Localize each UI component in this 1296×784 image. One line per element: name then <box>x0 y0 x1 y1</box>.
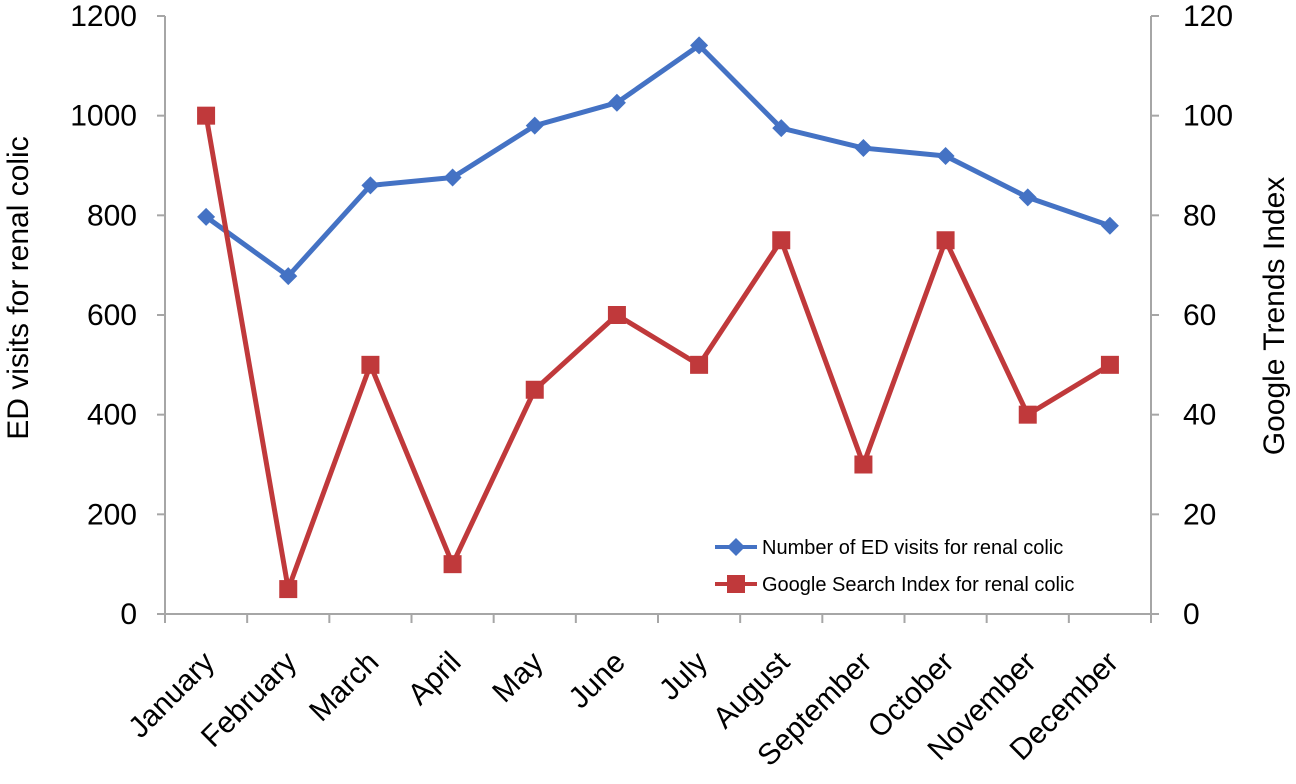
x-tick-label: April <box>402 646 468 712</box>
data-point <box>279 267 298 286</box>
left-tick-label: 1000 <box>70 100 137 133</box>
legend-item: Google Search Index for renal colic <box>715 574 1074 596</box>
data-point <box>361 176 380 195</box>
right-tick-label: 120 <box>1183 0 1233 33</box>
series-layer <box>197 36 1119 599</box>
data-point <box>772 119 791 138</box>
x-tick-label: May <box>486 646 549 709</box>
data-point <box>936 147 955 166</box>
right-axis-title: Google Trends Index <box>1258 177 1291 456</box>
data-point <box>1018 188 1037 207</box>
series-line <box>203 115 1112 592</box>
data-point <box>1100 216 1119 235</box>
x-tick-label: June <box>563 646 632 715</box>
data-point <box>690 355 709 374</box>
legend: Number of ED visits for renal colic Googl… <box>715 537 1074 596</box>
series-1 <box>197 36 1119 286</box>
right-tick-label: 0 <box>1183 598 1200 631</box>
left-tick-label: 0 <box>120 598 137 631</box>
legend-marker <box>727 538 745 556</box>
right-tick-label: 60 <box>1183 299 1216 332</box>
x-tick-label: July <box>653 646 714 707</box>
right-tick-label: 20 <box>1183 498 1216 531</box>
data-point <box>607 306 626 324</box>
series-2 <box>197 106 1119 599</box>
data-point <box>854 139 873 158</box>
right-tick-label: 100 <box>1183 100 1233 133</box>
right-tick-label: 80 <box>1183 199 1216 232</box>
data-point <box>525 380 544 399</box>
right-axis-ticks: 0 20 40 60 80 100 120 <box>1151 0 1233 631</box>
data-point <box>279 580 298 599</box>
left-tick-label: 600 <box>87 299 137 332</box>
legend-label: Google Search Index for renal colic <box>762 574 1074 596</box>
data-point <box>772 231 791 250</box>
series-line <box>204 42 1111 279</box>
left-axis-title: ED visits for renal colic <box>2 136 35 439</box>
left-axis-ticks: 0 200 400 600 800 1000 1200 <box>70 0 165 631</box>
data-point <box>690 36 709 55</box>
data-point <box>197 207 216 226</box>
left-tick-label: 1200 <box>70 0 137 33</box>
left-tick-label: 400 <box>87 399 137 432</box>
data-point <box>197 106 216 125</box>
data-point <box>525 116 544 135</box>
data-point <box>607 93 626 112</box>
data-point <box>443 168 462 187</box>
data-point <box>1100 355 1119 374</box>
data-point <box>936 231 955 250</box>
left-tick-label: 800 <box>87 199 137 232</box>
data-point <box>443 555 462 574</box>
legend-item: Number of ED visits for renal colic <box>715 537 1063 559</box>
data-point <box>1018 405 1037 424</box>
legend-marker <box>727 575 745 593</box>
right-tick-label: 40 <box>1183 399 1216 432</box>
x-tick-label: March <box>303 646 385 728</box>
left-tick-label: 200 <box>87 498 137 531</box>
data-point <box>854 455 873 474</box>
data-point <box>361 355 380 374</box>
legend-label: Number of ED visits for renal colic <box>762 537 1063 559</box>
